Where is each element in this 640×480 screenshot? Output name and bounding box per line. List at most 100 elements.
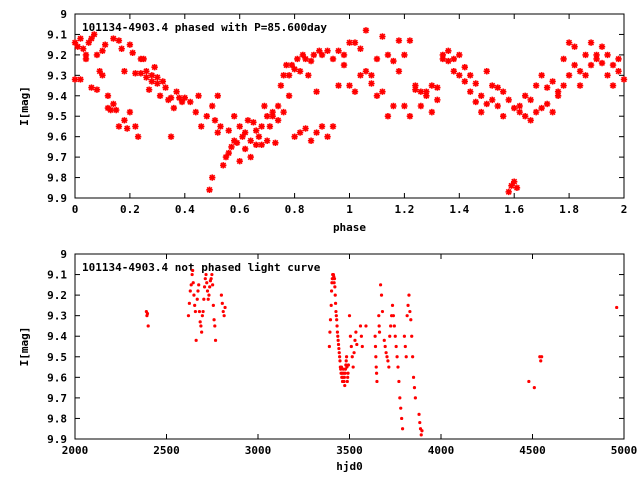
y-tick-label: 9.1 [47,269,67,282]
data-point [337,346,341,351]
data-point [110,100,117,108]
data-point [338,355,342,359]
data-point [571,43,578,50]
data-point [355,342,359,347]
y-axis-label: I[mag] [18,86,31,126]
data-point [143,74,150,81]
data-point [521,92,529,99]
data-point [467,72,474,79]
data-point [225,127,232,134]
data-point [91,31,98,38]
data-point [609,61,617,69]
data-point [377,314,381,318]
data-point [115,37,123,44]
data-point [333,293,337,297]
data-point [199,324,203,328]
data-point [391,314,396,318]
data-point [336,334,340,338]
y-tick-label: 9.9 [47,192,67,205]
data-point [483,100,490,108]
data-point [132,70,139,77]
data-point [329,303,333,307]
data-point [346,82,353,89]
data-point [280,72,287,79]
data-point [368,72,375,79]
data-series [71,27,628,196]
data-point [206,186,213,194]
data-point [145,86,153,93]
data-point [302,55,309,63]
data-point [489,96,496,104]
data-point [538,104,545,112]
data-point [151,63,158,71]
data-point [418,420,422,425]
data-point [494,84,501,91]
data-point [377,330,382,334]
data-point [505,96,512,104]
data-point [203,277,207,281]
data-point [335,82,342,89]
data-point [377,324,381,328]
data-point [511,104,518,112]
data-point [560,82,567,89]
data-point [560,55,567,63]
data-point [252,141,260,149]
data-point [280,108,287,116]
data-point [228,143,235,151]
data-point [379,33,386,40]
y-tick-label: 9.2 [47,289,67,302]
data-point [397,379,401,384]
data-point [305,72,312,79]
data-point [272,139,279,146]
data-point [353,338,357,342]
data-point [500,113,507,120]
data-point [88,84,95,91]
data-point [148,72,156,79]
y-tick-label: 9.6 [47,371,67,384]
data-point [258,141,265,149]
x-tick-label: 0 [72,203,79,216]
data-point [197,309,202,314]
data-point [222,314,226,318]
data-point [354,330,358,334]
data-point [203,113,210,120]
data-point [402,334,406,338]
data-point [351,39,359,46]
data-point [609,82,617,89]
data-point [347,314,352,318]
data-point [329,123,337,130]
data-point [200,330,204,334]
y-tick-label: 9.5 [47,110,67,123]
data-point [310,51,318,59]
y-axis-label: I[mag] [18,327,31,367]
data-point [461,78,468,85]
data-point [159,78,167,85]
data-point [615,68,622,75]
data-point [344,355,349,359]
data-point [194,338,198,342]
data-point [74,43,81,50]
x-tick-label: 1.8 [559,203,579,216]
data-point [346,363,351,367]
data-point [85,39,92,46]
data-point [223,305,227,310]
data-point [121,68,128,75]
data-point [214,92,221,99]
data-point [576,68,584,75]
data-point [390,102,397,110]
data-point [349,344,353,349]
data-point [383,344,387,349]
data-point [582,72,589,79]
data-point [316,47,323,54]
data-point [456,51,463,59]
data-point [357,45,364,52]
data-point [195,92,202,99]
x-axis-label: hjd0 [336,460,363,473]
data-point [115,123,123,130]
x-tick-label: 1 [346,203,353,216]
data-point [327,344,331,349]
chart-title: 101134-4903.4 phased with P=85.600day [82,21,327,34]
data-point [145,312,150,316]
data-point [296,129,304,136]
